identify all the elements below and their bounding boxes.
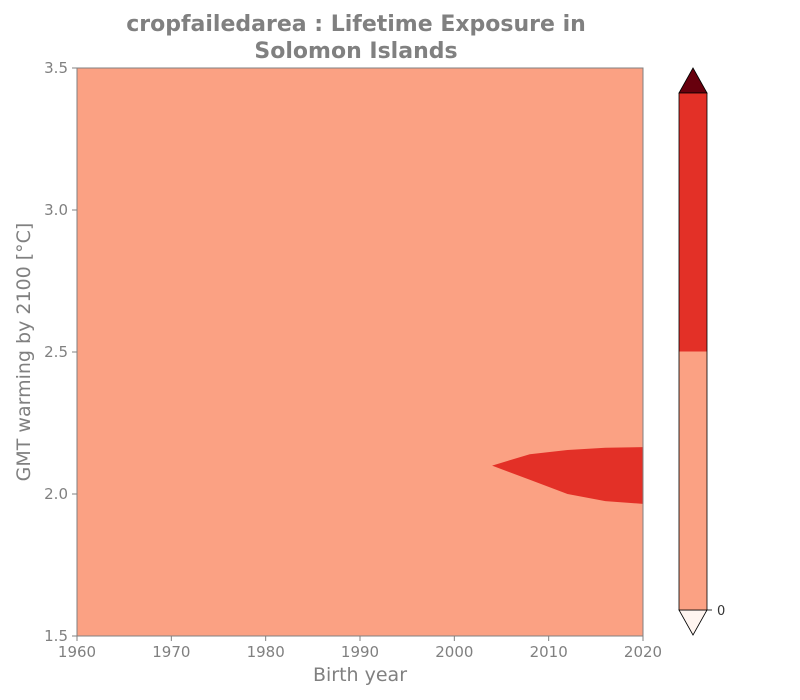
x-tick-label: 1990: [341, 643, 379, 661]
y-tick-label: 2.5: [44, 343, 68, 361]
chart-title-line-1: cropfailedarea : Lifetime Exposure in: [126, 12, 586, 37]
colorbar-segment: [679, 351, 707, 610]
y-tick-label: 3.5: [44, 59, 68, 77]
chart-title-line-2: Solomon Islands: [254, 39, 458, 64]
y-tick-label: 2.0: [44, 485, 68, 503]
x-tick-label: 1960: [58, 643, 96, 661]
x-tick-label: 2020: [624, 643, 662, 661]
colorbar-tick-label: 0: [717, 604, 725, 619]
x-tick-label: 2010: [530, 643, 568, 661]
y-axis-label: GMT warming by 2100 [°C]: [13, 223, 35, 482]
colorbar-extend-upper: [678, 67, 708, 94]
heatmap-high-exposure-region: [492, 447, 643, 504]
x-tick-label: 1970: [152, 643, 190, 661]
colorbar-frame: [678, 92, 708, 611]
heatmap-background-region: [77, 68, 643, 636]
y-tick-label: 3.0: [44, 201, 68, 219]
x-axis-label: Birth year: [313, 664, 407, 686]
colorbar-segment: [679, 93, 707, 352]
colorbar-extend-lower: [678, 609, 708, 636]
x-tick-label: 2000: [435, 643, 473, 661]
x-tick-label: 1980: [247, 643, 285, 661]
y-tick-label: 1.5: [44, 627, 68, 645]
